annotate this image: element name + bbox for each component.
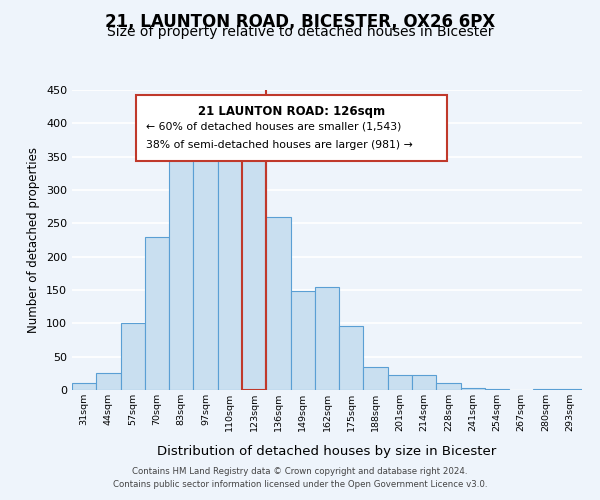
Text: Size of property relative to detached houses in Bicester: Size of property relative to detached ho… <box>107 25 493 39</box>
Bar <box>436 382 461 390</box>
Bar <box>242 152 266 390</box>
Bar <box>121 324 145 390</box>
Text: Contains public sector information licensed under the Open Government Licence v3: Contains public sector information licen… <box>113 480 487 489</box>
Y-axis label: Number of detached properties: Number of detached properties <box>28 147 40 333</box>
Bar <box>412 376 436 390</box>
Bar <box>461 388 485 390</box>
Bar <box>169 146 193 390</box>
Bar <box>96 374 121 390</box>
Bar <box>364 366 388 390</box>
Bar <box>193 144 218 390</box>
Text: 38% of semi-detached houses are larger (981) →: 38% of semi-detached houses are larger (… <box>146 140 413 149</box>
Bar <box>315 286 339 390</box>
Bar <box>145 236 169 390</box>
Bar <box>266 216 290 390</box>
Bar <box>290 292 315 390</box>
Bar <box>388 376 412 390</box>
FancyBboxPatch shape <box>136 94 447 160</box>
Text: 21, LAUNTON ROAD, BICESTER, OX26 6PX: 21, LAUNTON ROAD, BICESTER, OX26 6PX <box>105 12 495 30</box>
X-axis label: Distribution of detached houses by size in Bicester: Distribution of detached houses by size … <box>157 445 497 458</box>
Bar <box>218 140 242 390</box>
Bar <box>72 384 96 390</box>
Text: 21 LAUNTON ROAD: 126sqm: 21 LAUNTON ROAD: 126sqm <box>198 105 385 118</box>
Text: ← 60% of detached houses are smaller (1,543): ← 60% of detached houses are smaller (1,… <box>146 122 401 132</box>
Text: Contains HM Land Registry data © Crown copyright and database right 2024.: Contains HM Land Registry data © Crown c… <box>132 467 468 476</box>
Bar <box>339 326 364 390</box>
